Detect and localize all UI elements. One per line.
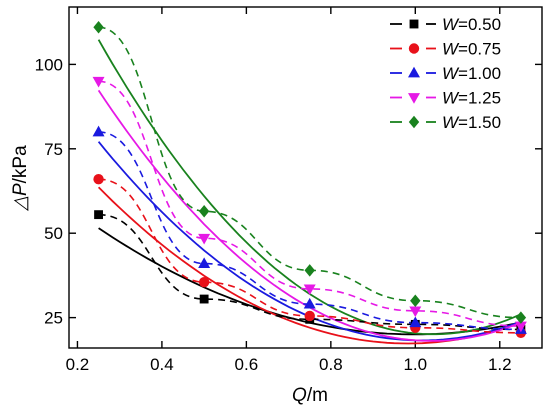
legend-var: W (442, 40, 460, 59)
legend-value: =1.50 (458, 113, 501, 132)
x-tick-label: 0.4 (150, 355, 174, 374)
legend-value: =0.75 (458, 40, 501, 59)
data-dashed-lines (98, 26, 521, 334)
data-point (410, 294, 421, 307)
y-tick-label: 25 (44, 309, 63, 328)
legend-var: W (442, 113, 460, 132)
data-point (92, 76, 105, 88)
x-axis-label: Q/m (292, 385, 328, 406)
data-dashed-line (98, 213, 521, 331)
legend-marker (408, 115, 420, 129)
data-point (198, 276, 210, 288)
legend-marker (408, 93, 420, 104)
data-point (409, 316, 422, 328)
legend-marker (408, 66, 420, 78)
data-point (93, 173, 104, 185)
legend: W=0.50W=0.75W=1.00W=1.25W=1.50 (390, 15, 501, 132)
legend-var: W (442, 15, 460, 34)
data-point (199, 294, 209, 304)
legend-var: W (442, 64, 460, 83)
legend-label: W=0.75 (442, 40, 501, 59)
data-dashed-line (98, 131, 521, 331)
axis-ticks (69, 7, 542, 348)
legend-marker (408, 43, 420, 54)
y-axis-label-var: △P (10, 183, 31, 212)
legend-value: =0.50 (458, 15, 501, 34)
data-point (198, 257, 211, 269)
fit-curve (97, 141, 522, 342)
data-point (94, 210, 103, 220)
legend-label: W=1.25 (442, 89, 501, 108)
x-tick-label: 0.8 (319, 355, 343, 374)
x-tick-label: 0.2 (66, 355, 90, 374)
data-point (93, 21, 104, 34)
data-dashed-line (98, 80, 521, 327)
x-tick-label: 1.2 (488, 355, 512, 374)
y-axis-label: △P/kPa (10, 145, 31, 212)
plot-frame (68, 6, 543, 349)
x-axis-label-unit: /m (307, 385, 328, 406)
data-point (514, 321, 527, 333)
legend-label: W=0.50 (442, 15, 501, 34)
legend-label: W=1.00 (442, 64, 501, 83)
legend-value: =1.25 (458, 89, 501, 108)
y-tick-label: 50 (44, 224, 63, 243)
data-point (304, 264, 315, 277)
x-tick-label: 0.6 (235, 355, 259, 374)
legend-label: W=1.50 (442, 113, 501, 132)
y-tick-label: 75 (44, 140, 63, 159)
data-point (92, 125, 105, 137)
data-point (409, 306, 422, 318)
data-point (304, 310, 315, 322)
data-point (303, 284, 316, 296)
legend-marker (409, 19, 419, 29)
data-dashed-line (98, 178, 521, 334)
data-point (515, 311, 527, 324)
x-tick-label: 1.0 (403, 355, 427, 374)
y-tick-label: 100 (35, 55, 63, 74)
legend-var: W (442, 89, 460, 108)
axis-tick-labels: 0.2 0.4 0.6 0.8 1.0 1.2 25 50 75 100 (35, 55, 512, 374)
data-point (198, 233, 211, 245)
data-markers (92, 21, 527, 339)
legend-value: =1.00 (458, 64, 501, 83)
x-axis-label-var: Q (292, 385, 307, 406)
y-axis-label-unit: /kPa (10, 145, 31, 183)
fit-curves (97, 39, 522, 345)
data-point (198, 205, 210, 218)
data-point (303, 297, 316, 309)
